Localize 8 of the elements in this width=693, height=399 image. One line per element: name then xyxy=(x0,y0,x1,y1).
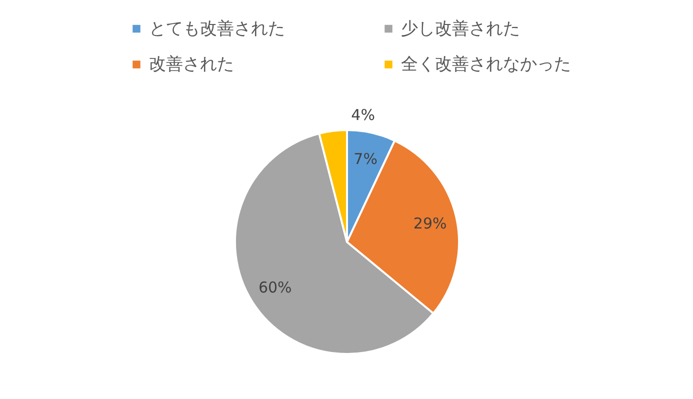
data-label: 60% xyxy=(258,278,292,297)
data-label: 4% xyxy=(351,106,375,124)
legend-label: 改善された xyxy=(149,54,234,74)
legend-label: 全く改善されなかった xyxy=(401,54,571,74)
legend-label: 少し改善された xyxy=(401,18,520,39)
data-label: 7% xyxy=(354,150,378,168)
legend-label: とても改善された xyxy=(149,18,285,39)
data-label: 29% xyxy=(413,214,447,232)
